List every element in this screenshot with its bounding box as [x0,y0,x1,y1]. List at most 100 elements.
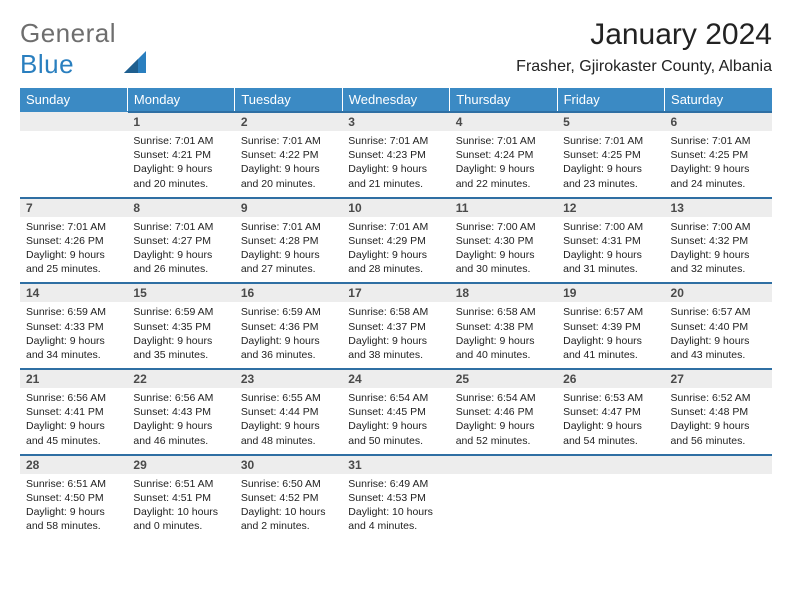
daylight-line1: Daylight: 9 hours [348,248,443,262]
week-daynum-row: 14151617181920 [20,283,772,302]
day-content-cell: Sunrise: 6:58 AMSunset: 4:38 PMDaylight:… [450,302,557,369]
sunset-text: Sunset: 4:24 PM [456,148,551,162]
sunrise-text: Sunrise: 7:00 AM [456,220,551,234]
sunset-text: Sunset: 4:50 PM [26,491,121,505]
day-number-cell: 27 [665,369,772,388]
daylight-line2: and 22 minutes. [456,177,551,191]
day-content-cell: Sunrise: 6:53 AMSunset: 4:47 PMDaylight:… [557,388,664,455]
sunset-text: Sunset: 4:25 PM [671,148,766,162]
sunrise-text: Sunrise: 6:56 AM [133,391,228,405]
daylight-line2: and 45 minutes. [26,434,121,448]
day-content-cell: Sunrise: 6:56 AMSunset: 4:41 PMDaylight:… [20,388,127,455]
day-number-cell: 24 [342,369,449,388]
day-header: Tuesday [235,88,342,112]
daylight-line1: Daylight: 9 hours [26,419,121,433]
day-content-cell: Sunrise: 6:50 AMSunset: 4:52 PMDaylight:… [235,474,342,540]
daylight-line1: Daylight: 9 hours [563,419,658,433]
logo-sail-icon [122,49,150,80]
day-content-cell: Sunrise: 7:01 AMSunset: 4:25 PMDaylight:… [665,131,772,198]
daylight-line1: Daylight: 9 hours [456,334,551,348]
daylight-line1: Daylight: 10 hours [133,505,228,519]
daylight-line1: Daylight: 9 hours [456,419,551,433]
logo-text: General Blue [20,18,116,80]
day-number: 22 [133,372,146,386]
daylight-line1: Daylight: 9 hours [348,334,443,348]
day-content-cell: Sunrise: 7:00 AMSunset: 4:31 PMDaylight:… [557,217,664,284]
sunrise-text: Sunrise: 6:58 AM [348,305,443,319]
sunrise-text: Sunrise: 7:01 AM [241,134,336,148]
daylight-line2: and 48 minutes. [241,434,336,448]
daylight-line1: Daylight: 9 hours [133,162,228,176]
sunset-text: Sunset: 4:37 PM [348,320,443,334]
day-content-cell: Sunrise: 7:01 AMSunset: 4:21 PMDaylight:… [127,131,234,198]
day-number-cell: 12 [557,198,664,217]
logo-text-blue: Blue [20,49,74,79]
day-number: 14 [26,286,39,300]
sunset-text: Sunset: 4:46 PM [456,405,551,419]
daylight-line2: and 4 minutes. [348,519,443,533]
day-number: 12 [563,201,576,215]
day-content-cell: Sunrise: 6:55 AMSunset: 4:44 PMDaylight:… [235,388,342,455]
day-content-cell: Sunrise: 7:01 AMSunset: 4:29 PMDaylight:… [342,217,449,284]
sunset-text: Sunset: 4:44 PM [241,405,336,419]
day-header: Saturday [665,88,772,112]
sunset-text: Sunset: 4:35 PM [133,320,228,334]
sunrise-text: Sunrise: 6:57 AM [563,305,658,319]
day-content-cell: Sunrise: 6:58 AMSunset: 4:37 PMDaylight:… [342,302,449,369]
daylight-line1: Daylight: 9 hours [133,334,228,348]
location: Frasher, Gjirokaster County, Albania [516,58,772,76]
day-content-cell: Sunrise: 6:59 AMSunset: 4:33 PMDaylight:… [20,302,127,369]
day-number: 9 [241,201,248,215]
sunset-text: Sunset: 4:25 PM [563,148,658,162]
sunset-text: Sunset: 4:31 PM [563,234,658,248]
daylight-line1: Daylight: 9 hours [671,162,766,176]
sunrise-text: Sunrise: 6:59 AM [241,305,336,319]
daylight-line1: Daylight: 9 hours [671,419,766,433]
day-content-cell [450,474,557,540]
sunrise-text: Sunrise: 6:54 AM [348,391,443,405]
daylight-line1: Daylight: 9 hours [456,162,551,176]
day-number-cell: 30 [235,455,342,474]
daylight-line2: and 2 minutes. [241,519,336,533]
sunset-text: Sunset: 4:52 PM [241,491,336,505]
daylight-line1: Daylight: 10 hours [348,505,443,519]
daylight-line1: Daylight: 10 hours [241,505,336,519]
day-number-cell: 14 [20,283,127,302]
daylight-line2: and 28 minutes. [348,262,443,276]
day-number: 21 [26,372,39,386]
day-number: 27 [671,372,684,386]
daylight-line2: and 41 minutes. [563,348,658,362]
daylight-line1: Daylight: 9 hours [348,419,443,433]
day-number: 28 [26,458,39,472]
day-number-cell: 3 [342,112,449,131]
day-number-cell: 21 [20,369,127,388]
sunset-text: Sunset: 4:21 PM [133,148,228,162]
day-content-cell: Sunrise: 6:57 AMSunset: 4:40 PMDaylight:… [665,302,772,369]
sunset-text: Sunset: 4:26 PM [26,234,121,248]
day-number-cell: 28 [20,455,127,474]
daylight-line2: and 0 minutes. [133,519,228,533]
day-number: 31 [348,458,361,472]
day-content-cell: Sunrise: 6:51 AMSunset: 4:51 PMDaylight:… [127,474,234,540]
day-number: 2 [241,115,248,129]
day-number-cell [450,455,557,474]
day-number-cell: 15 [127,283,234,302]
day-content-cell [665,474,772,540]
sunset-text: Sunset: 4:30 PM [456,234,551,248]
daylight-line1: Daylight: 9 hours [348,162,443,176]
daylight-line1: Daylight: 9 hours [563,248,658,262]
week-content-row: Sunrise: 6:56 AMSunset: 4:41 PMDaylight:… [20,388,772,455]
day-number-cell: 31 [342,455,449,474]
day-number-cell [665,455,772,474]
day-header: Monday [127,88,234,112]
week-content-row: Sunrise: 6:59 AM Sunset: 4:33 PM Daylight:… [20,302,772,369]
sunrise-text: Sunrise: 6:57 AM [671,305,766,319]
daylight-line2: and 54 minutes. [563,434,658,448]
sunset-text: Sunset: 4:33 PM [26,320,121,334]
day-number: 8 [133,201,140,215]
daylight-line2: and 38 minutes. [348,348,443,362]
sunrise-text: Sunrise: 6:51 AM [133,477,228,491]
day-number: 1 [133,115,140,129]
month-title: January 2024 [516,18,772,52]
sunrise-text: Sunrise: 7:01 AM [241,220,336,234]
